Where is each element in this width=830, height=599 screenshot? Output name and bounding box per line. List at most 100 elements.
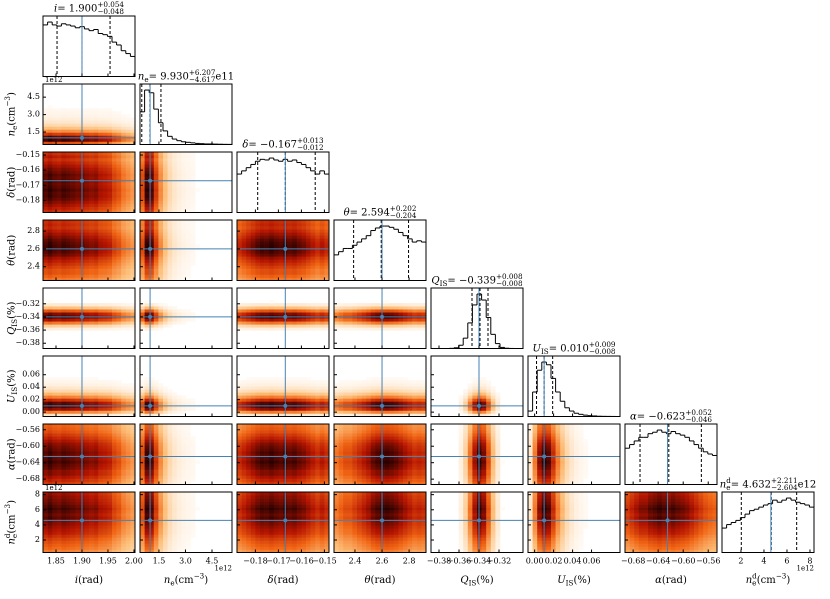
density-cell <box>172 277 178 281</box>
density-cell <box>264 324 270 328</box>
density-cell <box>167 197 173 201</box>
density-cell <box>246 427 252 431</box>
density-cell <box>52 191 58 195</box>
density-cell <box>98 327 104 331</box>
density-cell <box>237 386 242 390</box>
density-cell <box>393 321 399 325</box>
density-cell <box>260 232 265 236</box>
density-cell <box>319 241 325 245</box>
density-cell <box>52 448 58 452</box>
density-cell <box>269 232 275 236</box>
density-cell <box>296 410 302 414</box>
density-cell <box>250 442 256 446</box>
density-cell <box>43 457 48 461</box>
density-cell <box>186 152 191 156</box>
density-cell <box>260 427 265 431</box>
density-cell <box>102 176 108 180</box>
density-cell <box>89 262 94 266</box>
density-cell <box>125 164 131 168</box>
density-cell <box>121 457 127 461</box>
density-cell <box>319 392 325 396</box>
density-cell <box>319 395 325 399</box>
density-cell <box>66 327 71 331</box>
density-cell <box>47 309 53 313</box>
density-cell <box>315 226 321 230</box>
density-cell <box>66 427 71 431</box>
density-cell <box>75 132 81 136</box>
density-cell <box>75 244 81 248</box>
density-cell <box>107 117 113 121</box>
density-cell <box>153 436 159 440</box>
density-cell <box>75 427 81 431</box>
density-cell <box>84 108 90 112</box>
density-cell <box>264 466 270 470</box>
density-cell <box>176 164 182 168</box>
density-cell <box>186 188 191 192</box>
density-cell <box>172 262 178 266</box>
density-cell <box>116 457 122 461</box>
density-cell <box>52 398 58 402</box>
density-cell <box>121 460 127 464</box>
density-cell <box>43 451 48 455</box>
density-cell <box>292 268 298 272</box>
density-cell <box>407 306 413 310</box>
density-cell <box>121 197 127 201</box>
density-cell <box>93 244 99 248</box>
density-cell <box>246 232 252 236</box>
density-cell <box>246 436 252 440</box>
density-cell <box>176 475 182 479</box>
density-cell <box>246 277 252 281</box>
density-cell <box>56 194 62 198</box>
density-cell <box>163 413 168 417</box>
density-cell <box>61 306 67 310</box>
density-cell <box>66 138 71 142</box>
y-tick-label: −0.68 <box>15 474 40 483</box>
panel-frame <box>333 287 427 349</box>
density-cell <box>172 271 178 275</box>
density-cell <box>47 300 53 304</box>
density-cell <box>246 401 252 405</box>
density-cell <box>264 401 270 405</box>
density-cell <box>306 303 311 307</box>
density-cell <box>140 327 145 331</box>
density-cell <box>112 170 117 174</box>
density-cell <box>167 250 173 254</box>
density-cell <box>278 377 284 381</box>
density-cell <box>47 436 53 440</box>
density-cell <box>75 430 81 434</box>
density-cell <box>186 164 191 168</box>
density-cell <box>75 463 81 467</box>
density-cell <box>315 395 321 399</box>
density-cell <box>47 238 53 242</box>
density-cell <box>490 407 496 411</box>
density-cell <box>116 132 122 136</box>
density-cell <box>241 306 247 310</box>
density-cell <box>315 223 321 227</box>
density-cell <box>121 253 127 257</box>
density-cell <box>273 427 279 431</box>
density-cell <box>190 241 196 245</box>
density-cell <box>70 327 76 331</box>
density-cell <box>107 324 113 328</box>
density-cell <box>260 383 265 387</box>
density-cell <box>107 161 113 165</box>
density-cell <box>172 241 178 245</box>
density-cell <box>43 466 48 470</box>
density-cell <box>112 478 117 482</box>
density-cell <box>176 232 182 236</box>
density-cell <box>278 454 284 458</box>
density-cell <box>107 232 113 236</box>
density-cell <box>301 398 307 402</box>
density-cell <box>107 123 113 127</box>
truth-point <box>79 135 84 140</box>
density-cell <box>264 235 270 239</box>
density-cell <box>172 321 178 325</box>
density-cell <box>366 413 372 417</box>
density-cell <box>181 158 187 162</box>
density-cell <box>116 238 122 242</box>
density-cell <box>93 191 99 195</box>
density-cell <box>130 312 136 316</box>
density-cell <box>190 232 196 236</box>
density-cell <box>273 392 279 396</box>
density-cell <box>421 407 427 411</box>
